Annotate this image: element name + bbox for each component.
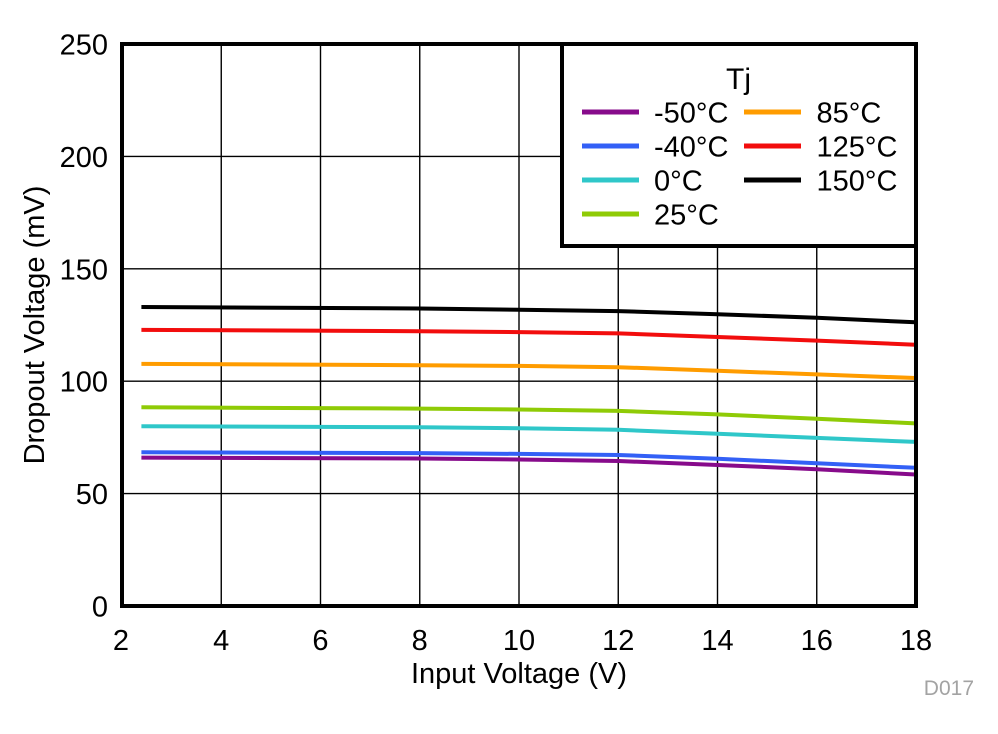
svg-text:150°C: 150°C (817, 166, 898, 198)
svg-text:200: 200 (60, 142, 108, 174)
svg-text:4: 4 (213, 625, 229, 657)
svg-text:0: 0 (92, 592, 108, 624)
svg-text:100: 100 (60, 367, 108, 399)
svg-text:Tj: Tj (726, 63, 751, 96)
svg-text:85°C: 85°C (817, 98, 882, 130)
svg-text:250: 250 (60, 30, 108, 62)
svg-text:12: 12 (602, 625, 634, 657)
svg-text:Input Voltage (V): Input Voltage (V) (411, 658, 627, 690)
svg-text:16: 16 (801, 625, 833, 657)
svg-text:18: 18 (900, 625, 932, 657)
svg-text:D017: D017 (924, 677, 974, 700)
svg-text:50: 50 (76, 479, 108, 511)
svg-text:8: 8 (412, 625, 428, 657)
svg-text:125°C: 125°C (817, 132, 898, 164)
svg-text:150: 150 (60, 254, 108, 286)
svg-text:6: 6 (312, 625, 328, 657)
svg-text:10: 10 (503, 625, 535, 657)
svg-text:Dropout Voltage (mV): Dropout Voltage (mV) (19, 186, 51, 465)
svg-text:-50°C: -50°C (654, 98, 728, 130)
svg-text:2: 2 (113, 625, 129, 657)
svg-text:25°C: 25°C (654, 200, 719, 232)
svg-text:-40°C: -40°C (654, 132, 728, 164)
svg-text:14: 14 (701, 625, 733, 657)
svg-text:0°C: 0°C (654, 166, 703, 198)
